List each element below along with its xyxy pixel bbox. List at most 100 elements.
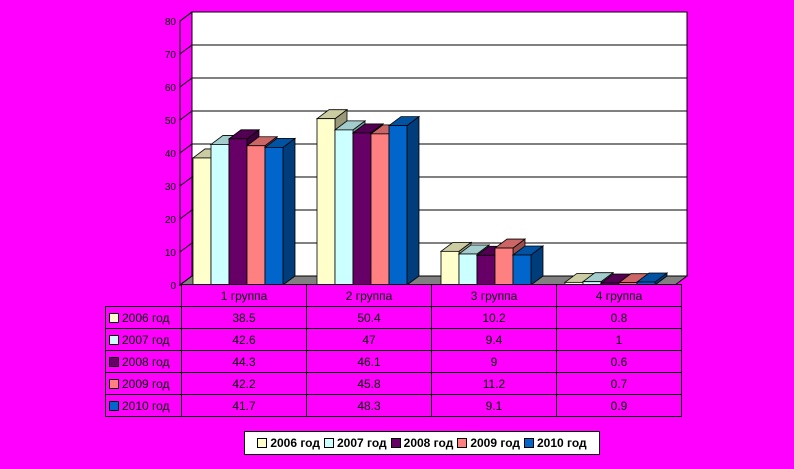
legend-item: 2007 год [323, 436, 387, 450]
gridline [179, 143, 687, 154]
bar-front [476, 254, 496, 286]
bar-front [264, 146, 284, 286]
table-cell: 9.4 [431, 328, 557, 351]
bar-front [210, 144, 230, 286]
legend-swatch-icon [524, 438, 534, 448]
legend-swatch-icon [109, 312, 119, 323]
table-row-header: 2010 год [105, 394, 182, 417]
y-tick-label: 60 [165, 83, 177, 94]
bar-front [192, 157, 212, 286]
table-row-label: 2010 год [122, 398, 170, 413]
legend-swatch-icon [457, 438, 468, 448]
legend-item: 2009 год [457, 436, 520, 450]
table-cell: 10.2 [431, 306, 557, 329]
legend-swatch-icon [109, 356, 119, 367]
table-row: 2006 год 38.5 50.4 10.2 0.8 [105, 306, 682, 329]
gridline [179, 11, 687, 22]
table-col-header-1: 1 группа [181, 284, 307, 307]
y-tick-label: 0 [170, 281, 176, 292]
table-header-row: 1 группа 2 группа 3 группа 4 группа [106, 284, 682, 307]
table-cell: 44.3 [181, 350, 307, 373]
table-row-header: 2008 год [105, 350, 182, 373]
legend-swatch-icon [109, 400, 119, 411]
table-row-label: 2007 год [122, 332, 170, 347]
legend-label: 2009 год [470, 436, 520, 450]
y-tick-label: 50 [165, 116, 177, 127]
table-row-header: 2009 год [105, 372, 182, 395]
bar [387, 115, 421, 286]
table-row: 2010 год 41.7 48.3 9.1 0.9 [105, 394, 682, 417]
legend-swatch-icon [323, 438, 334, 448]
table-corner [106, 285, 182, 307]
table-row-header: 2006 год [105, 306, 182, 329]
legend-swatch-icon [390, 438, 401, 448]
table-cell: 0.9 [556, 394, 682, 417]
table-row-header: 2007 год [105, 328, 182, 351]
bar-front [370, 133, 390, 286]
bar-front [316, 118, 336, 286]
table-row-label: 2009 год [122, 376, 170, 391]
table-cell: 1 [556, 328, 682, 351]
table-row: 2007 год 42.6 47 9.4 1 [105, 328, 682, 351]
bar-front [512, 254, 532, 286]
table-col-header-3: 3 группа [431, 284, 557, 307]
y-tick-label: 80 [165, 17, 177, 28]
legend-item: 2006 год [257, 436, 320, 450]
gridline [179, 44, 687, 55]
legend-swatch-icon [109, 378, 119, 389]
table-cell: 46.1 [306, 350, 432, 373]
gridline [179, 209, 687, 220]
y-tick-label: 40 [165, 149, 177, 160]
bar-front [246, 145, 266, 286]
gridline [179, 77, 687, 88]
table-row-label: 2006 год [122, 310, 170, 325]
table-cell: 42.6 [181, 328, 307, 351]
gridline [179, 176, 687, 187]
legend-label: 2008 год [403, 436, 454, 450]
data-table: 1 группа 2 группа 3 группа 4 группа 2006… [105, 284, 682, 417]
y-tick-label: 10 [165, 248, 177, 259]
table-row-label: 2008 год [122, 354, 170, 369]
gridline [179, 110, 687, 121]
table-cell: 0.8 [556, 306, 682, 329]
bar-front [334, 129, 354, 286]
legend-item: 2008 год [390, 436, 454, 450]
table-cell: 38.5 [181, 306, 307, 329]
bar-front [352, 132, 372, 286]
table-cell: 45.8 [306, 372, 432, 395]
bar-front [388, 125, 408, 286]
legend-item: 2010 год [524, 436, 587, 450]
chart-legend: 2006 год 2007 год 2008 год 2009 год 2010… [244, 431, 600, 455]
bar-front [440, 250, 460, 286]
table-cell: 0.6 [556, 350, 682, 373]
table-row: 2008 год 44.3 46.1 9 0.6 [105, 350, 682, 373]
table-cell: 9 [431, 350, 557, 373]
table-cell: 11.2 [431, 372, 557, 395]
bar-front [494, 247, 514, 286]
legend-label: 2010 год [537, 436, 587, 450]
table-cell: 47 [306, 328, 432, 351]
table-col-header-2: 2 группа [306, 284, 432, 307]
bar-front [228, 138, 248, 286]
legend-swatch-icon [257, 438, 268, 448]
bar [511, 245, 545, 286]
legend-label: 2006 год [270, 436, 320, 450]
bar-front [458, 253, 478, 286]
table-row: 2009 год 42.2 45.8 11.2 0.7 [105, 372, 682, 395]
table-cell: 42.2 [181, 372, 307, 395]
y-tick-label: 20 [165, 215, 177, 226]
legend-label: 2007 год [336, 436, 387, 450]
y-tick-label: 30 [165, 182, 177, 193]
bar-side [282, 137, 296, 286]
table-cell: 50.4 [306, 306, 432, 329]
table-col-header-4: 4 группа [556, 284, 682, 307]
legend-swatch-icon [109, 334, 119, 345]
y-tick-label: 70 [165, 50, 177, 61]
table-cell: 9.1 [431, 394, 557, 417]
table-cell: 41.7 [181, 394, 307, 417]
table-cell: 48.3 [306, 394, 432, 417]
bar-side [406, 115, 420, 286]
bar [263, 137, 297, 286]
table-cell: 0.7 [556, 372, 682, 395]
